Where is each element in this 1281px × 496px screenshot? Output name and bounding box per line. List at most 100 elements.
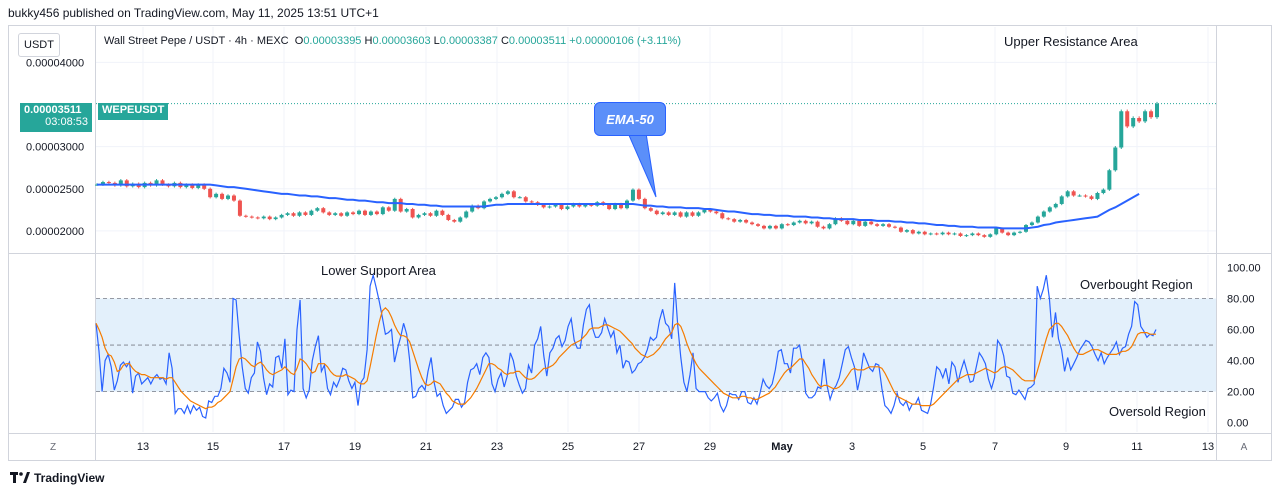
candle — [571, 203, 576, 207]
candle — [214, 193, 219, 198]
candle — [833, 218, 838, 225]
candle — [958, 233, 963, 236]
candle — [881, 224, 886, 226]
last-price: 0.00003511 — [24, 104, 82, 116]
rsi-axis-label: 40.00 — [1227, 356, 1255, 368]
candle — [357, 210, 362, 215]
candle — [875, 224, 880, 226]
candle — [1035, 216, 1040, 223]
candle — [1083, 195, 1088, 197]
candle — [1137, 118, 1142, 122]
candle — [1000, 228, 1005, 233]
candle — [666, 212, 671, 215]
x-axis-label: 29 — [703, 441, 717, 453]
candle — [416, 214, 421, 218]
x-axis-label: 11 — [1131, 441, 1143, 453]
candle — [249, 216, 254, 218]
x-axis-label: 27 — [632, 441, 646, 453]
candle — [237, 200, 242, 216]
footer-brand-text: TradingView — [34, 471, 105, 485]
symbol-line[interactable]: Wall Street Pepe / USDT · 4h · MEXC — [104, 35, 289, 47]
candle — [243, 215, 248, 217]
candle — [547, 206, 552, 208]
candle — [946, 232, 951, 235]
candle — [392, 198, 397, 211]
candle — [339, 213, 344, 216]
candle — [815, 221, 820, 227]
candle — [553, 204, 558, 207]
candle — [851, 220, 856, 225]
candle — [422, 213, 427, 215]
candle — [809, 221, 814, 224]
candle — [309, 210, 314, 215]
low-value: 0.00003387 — [439, 35, 498, 47]
candle — [797, 220, 802, 223]
candle — [1053, 203, 1058, 208]
candle — [1107, 170, 1112, 190]
candle — [916, 231, 921, 234]
candle — [607, 204, 612, 210]
tradingview-logo-icon — [10, 472, 30, 483]
candle — [482, 201, 487, 209]
rsi-axis-label: 80.00 — [1227, 293, 1255, 305]
x-axis-label: 17 — [277, 441, 291, 453]
candle — [750, 222, 755, 225]
candle — [738, 219, 743, 222]
candle — [970, 233, 975, 236]
candle — [154, 180, 159, 186]
candle — [827, 224, 832, 229]
candle — [994, 228, 999, 235]
ema-callout: EMA-50 — [594, 102, 666, 136]
candle — [660, 212, 665, 215]
candle — [714, 211, 719, 214]
zoom-button[interactable]: Z — [49, 441, 57, 453]
candle — [404, 209, 409, 212]
candle — [863, 221, 868, 226]
candle — [517, 197, 522, 199]
candle — [464, 211, 469, 218]
candle — [511, 191, 516, 198]
oversold-label: Oversold Region — [1109, 404, 1206, 419]
publish-header: bukky456 published on TradingView.com, M… — [8, 6, 379, 20]
last-price-tag: 0.00003511 03:08:53 — [20, 103, 92, 132]
x-axis-label: 9 — [1062, 441, 1070, 453]
candle — [821, 226, 826, 229]
auto-scale-button[interactable]: A — [1240, 441, 1248, 453]
footer-brand: TradingView — [10, 471, 104, 485]
candle — [1155, 103, 1159, 118]
candle — [672, 212, 677, 215]
candle — [446, 214, 451, 220]
candle — [732, 219, 737, 222]
rsi-axis-label: 100.00 — [1227, 262, 1261, 274]
candle — [964, 235, 969, 237]
candle — [470, 205, 475, 212]
x-axis-label: 23 — [490, 441, 504, 453]
rsi-ma-line — [95, 306, 1156, 410]
rsi-line — [95, 272, 1157, 419]
candle — [1125, 111, 1130, 127]
candle — [1029, 222, 1034, 226]
candle — [857, 220, 862, 226]
candle — [744, 219, 749, 223]
lower-support-label: Lower Support Area — [321, 263, 436, 278]
candle — [976, 233, 981, 236]
currency-selector[interactable]: USDT — [18, 33, 60, 57]
candle — [1149, 111, 1154, 118]
candle — [398, 198, 403, 212]
candle — [1131, 118, 1136, 127]
candle — [100, 182, 105, 185]
candle — [636, 189, 641, 199]
candle — [118, 180, 123, 186]
candle — [196, 184, 201, 188]
candle — [613, 203, 618, 210]
candle — [458, 217, 463, 222]
chart-frame — [8, 25, 1272, 461]
candle — [208, 188, 213, 198]
candle — [279, 214, 284, 218]
x-axis-label: 3 — [848, 441, 856, 453]
rsi-axis-label: 0.00 — [1227, 418, 1248, 430]
candle — [803, 220, 808, 224]
candle — [261, 216, 266, 219]
candle — [1012, 232, 1017, 236]
